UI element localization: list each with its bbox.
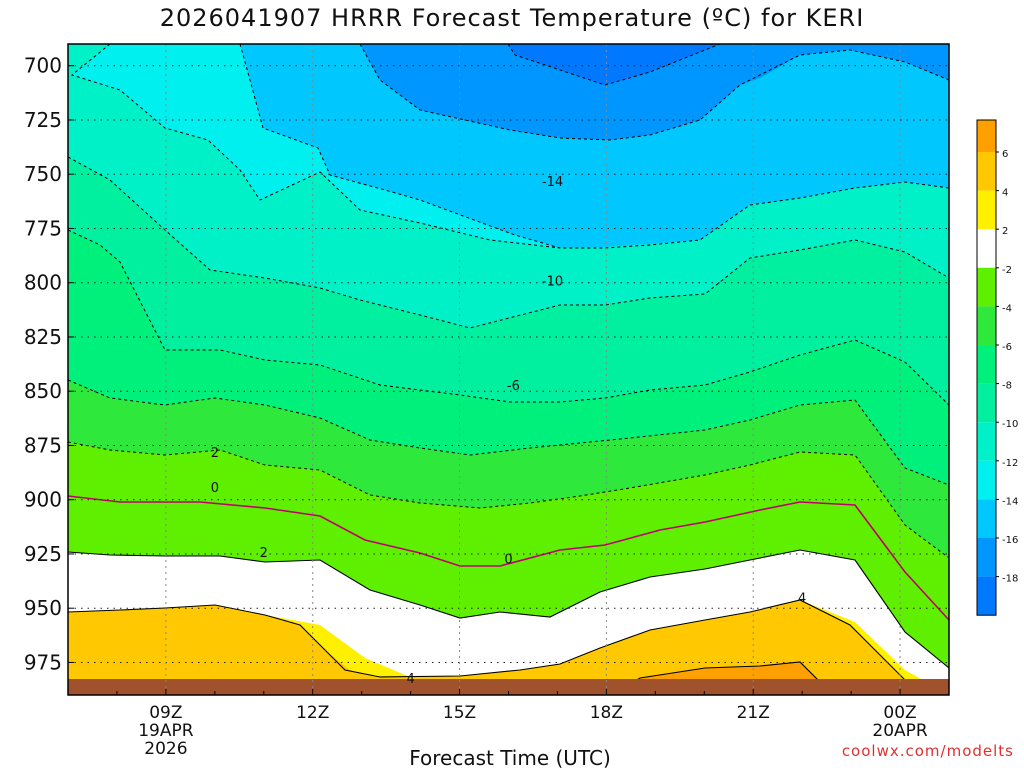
contour-label: 2	[260, 546, 268, 561]
y-tick-label: 800	[24, 271, 62, 295]
contour-label: 0	[504, 552, 512, 567]
colorbar-swatch	[977, 267, 996, 307]
contour-label-layer: -14 -10 -6 2 0 0 2 4 4	[211, 175, 807, 687]
contour-label: 4	[798, 592, 806, 607]
colorbar-swatch	[977, 538, 996, 577]
contour-p4-upper	[68, 599, 931, 695]
y-tick-label: 725	[24, 108, 62, 132]
colorbar-tick-label: -12	[1002, 458, 1018, 469]
x-tick-date: 19APR	[138, 721, 194, 741]
colorbar-swatch	[977, 306, 996, 345]
x-tick-label: 00Z	[883, 703, 916, 723]
colorbar-swatch	[977, 383, 996, 423]
colorbar-tick-label: -2	[1002, 265, 1012, 276]
colorbar-swatch	[977, 576, 996, 616]
colorbar-swatch	[977, 422, 996, 461]
contour-label: -6	[507, 379, 520, 394]
colorbar-swatch	[977, 499, 996, 538]
colorbar-tick-label: -8	[1002, 381, 1012, 392]
colorbar-tick-label: -6	[1002, 342, 1012, 353]
y-tick-label: 975	[24, 650, 62, 674]
contour-m6	[68, 379, 949, 486]
y-tick-label: 850	[24, 379, 62, 403]
colorbar-tick-label: -10	[1002, 419, 1018, 430]
x-tick-label: 09Z	[149, 703, 182, 723]
contour-label: 2	[211, 446, 219, 461]
colorbar-swatch	[977, 229, 996, 268]
x-tick-label: 18Z	[590, 703, 623, 723]
x-tick-year: 2026	[144, 739, 187, 759]
colorbar-tick-label: -18	[1002, 574, 1018, 585]
colorbar-tick-label: 2	[1002, 226, 1008, 237]
y-tick-label: 750	[24, 162, 62, 186]
chart-title: 2026041907 HRRR Forecast Temperature (ºC…	[159, 4, 865, 32]
x-tick-label: 12Z	[296, 703, 329, 723]
site-credit: coolwx.com/modelts	[841, 742, 1014, 760]
colorbar-tick-label: 6	[1002, 149, 1008, 160]
contour-m4	[68, 441, 949, 559]
colorbar-frame	[976, 119, 997, 616]
contour-m12	[70, 44, 561, 249]
y-tick-label: 825	[24, 325, 62, 349]
y-tick-label: 775	[24, 216, 62, 240]
contour-label: -14	[542, 175, 563, 190]
colorbar-swatch	[977, 460, 996, 500]
contour-m10	[68, 156, 949, 329]
contour-m8	[68, 229, 949, 406]
grid-lines	[68, 44, 949, 695]
contour-label: -10	[542, 275, 563, 290]
colorbar-swatch	[977, 190, 996, 230]
x-tick-date: 20APR	[872, 721, 928, 741]
contour-label: 0	[211, 481, 219, 496]
x-axis-title: Forecast Time (UTC)	[409, 746, 611, 768]
contour-0	[68, 495, 949, 621]
y-tick-label: 875	[24, 433, 62, 457]
colorbar-swatch	[977, 120, 996, 152]
x-tick-label: 15Z	[443, 703, 476, 723]
contour-p2	[68, 549, 949, 669]
temperature-fill-bands	[68, 44, 949, 695]
contour-label: 4	[406, 672, 414, 687]
y-tick-label: 950	[24, 596, 62, 620]
colorbar-swatch	[977, 345, 996, 384]
colorbar-tick-label: 4	[1002, 188, 1008, 199]
contour-lines	[68, 44, 949, 695]
y-tick-label: 900	[24, 488, 62, 512]
colorbar: 6 4 2 -2 -4 -6 -8 -10 -12 -14 -16 -18	[976, 119, 1018, 616]
x-tick-label: 21Z	[737, 703, 770, 723]
contour-m18	[507, 44, 721, 86]
colorbar-tick-label: -14	[1002, 496, 1018, 507]
y-tick-label: 700	[24, 54, 62, 78]
y-axis: 700 725 750 775 800 825 850 875 900 925 950 975	[24, 54, 74, 674]
colorbar-swatch	[977, 152, 996, 191]
contour-m16	[359, 44, 949, 141]
ground-bar	[68, 679, 949, 695]
y-tick-label: 925	[24, 542, 62, 566]
colorbar-tick-label: -16	[1002, 535, 1018, 546]
colorbar-tick-label: -4	[1002, 303, 1012, 314]
